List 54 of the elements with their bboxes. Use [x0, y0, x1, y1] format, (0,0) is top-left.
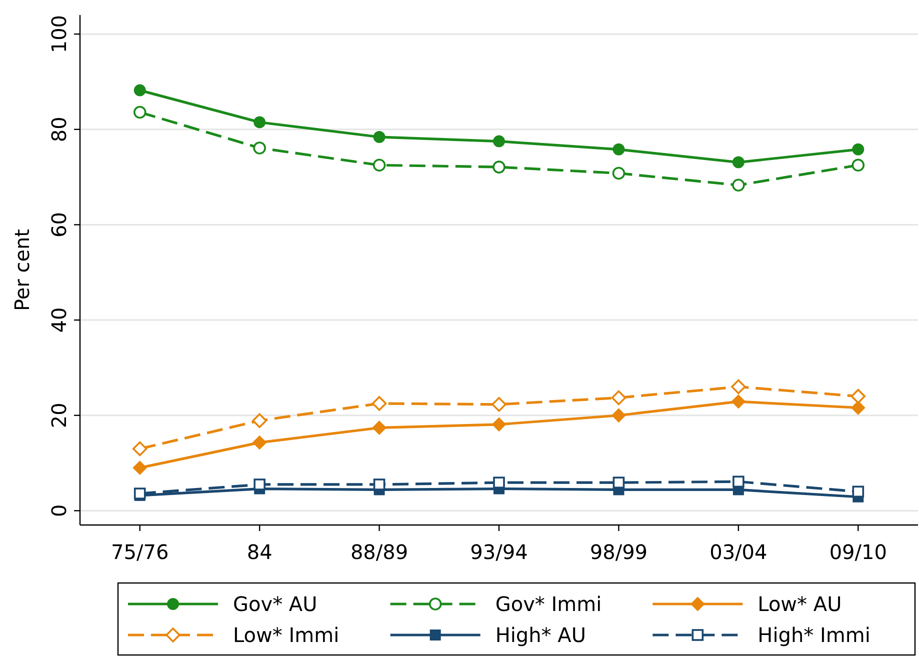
x-tick-label: 84: [246, 540, 272, 564]
point: [850, 388, 866, 404]
point: [612, 143, 625, 156]
point: [852, 143, 864, 156]
legend-label: High* Immi: [758, 623, 870, 647]
legend-label: Low* Immi: [233, 623, 340, 647]
point: [134, 84, 146, 96]
x-tick-label: 93/94: [470, 540, 528, 564]
point: [731, 394, 746, 409]
point: [493, 135, 505, 148]
point: [731, 379, 746, 394]
point: [612, 408, 626, 422]
point: [252, 413, 267, 428]
legend-label: Low* AU: [758, 592, 842, 616]
point: [133, 106, 146, 119]
point: [132, 441, 148, 456]
point: [732, 476, 744, 488]
point: [732, 178, 745, 192]
legend-label: Gov* Immi: [495, 592, 602, 616]
y-axis-title: Per cent: [10, 228, 34, 312]
y-tick-label: 80: [47, 116, 71, 142]
point: [254, 116, 266, 128]
y-tick-label: 0: [47, 504, 71, 518]
point: [492, 160, 506, 174]
point: [252, 436, 267, 450]
point: [612, 166, 626, 180]
x-tick-label: 03/04: [710, 540, 768, 564]
point: [612, 476, 625, 488]
legend-label: High* AU: [495, 623, 586, 647]
y-tick-label: 60: [47, 212, 71, 238]
point: [373, 478, 386, 490]
point: [132, 460, 147, 475]
x-tick-label: 88/89: [350, 540, 408, 564]
point: [611, 390, 626, 406]
y-tick-label: 100: [47, 14, 71, 54]
point: [492, 397, 506, 412]
point: [253, 142, 266, 154]
legend-label: Gov* AU: [233, 592, 318, 616]
point: [493, 476, 505, 488]
point: [492, 417, 506, 432]
x-tick-label: 98/99: [590, 540, 648, 564]
point: [852, 158, 865, 172]
point: [254, 478, 266, 490]
point: [851, 400, 866, 415]
x-tick-label: 09/10: [829, 540, 887, 564]
point: [373, 131, 386, 144]
x-tick-label: 75/76: [111, 540, 169, 564]
y-tick-label: 20: [47, 402, 71, 428]
point: [852, 486, 864, 498]
point: [372, 420, 386, 435]
point: [372, 396, 387, 411]
point: [372, 158, 386, 172]
y-tick-label: 40: [47, 307, 71, 333]
point: [732, 156, 744, 168]
